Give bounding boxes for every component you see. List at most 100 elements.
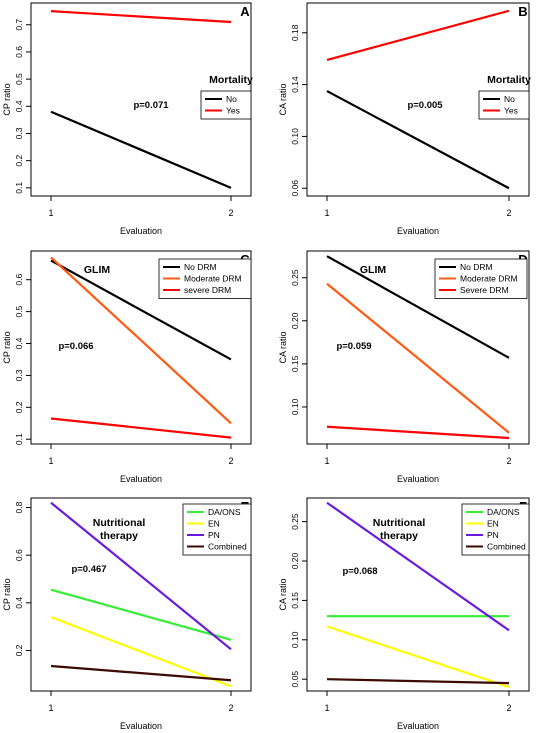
- legend-box: [478, 90, 530, 120]
- x-axis-label: Evaluation: [120, 721, 162, 731]
- x-tick-label: 2: [228, 703, 233, 713]
- legend-title: therapy: [380, 530, 418, 542]
- y-tick-label: 0.4: [14, 597, 24, 609]
- x-axis-label: Evaluation: [397, 721, 439, 731]
- p-value-annotation: p=0.071: [133, 100, 169, 111]
- series-line-no-drm: [50, 259, 232, 361]
- y-tick-label: 0.18: [290, 24, 300, 41]
- series-line-severe-drm: [50, 417, 232, 439]
- x-axis-label: Evaluation: [397, 474, 439, 484]
- y-axis-label: CA ratio: [278, 331, 288, 363]
- y-tick-label: 0.05: [290, 671, 300, 688]
- series-line-no: [326, 90, 510, 190]
- series-line-combined: [50, 664, 232, 682]
- chart-panel-c: C12Evaluation0.10.20.30.40.50.6CP ratioG…: [2, 250, 252, 484]
- chart-panel-a: A 1 2 Evaluation 0.1 0.2 0.3 0.4 0.5 0.6 0.7 CP rat…: [2, 2, 253, 236]
- legend-title: therapy: [100, 530, 138, 542]
- x-axis-label: Evaluation: [397, 226, 439, 236]
- legend-entry: Moderate DRM: [184, 274, 242, 284]
- legend-entry: Yes: [504, 106, 518, 116]
- legend-entry: Combined: [487, 542, 526, 552]
- y-axis-label: CP ratio: [2, 83, 12, 115]
- y-tick-label: 0.6: [14, 549, 24, 561]
- plot-frame: [30, 497, 252, 692]
- series-line-en: [50, 616, 232, 688]
- x-tick-label: 1: [324, 703, 329, 713]
- y-tick-label: 0.3: [14, 369, 24, 381]
- x-tick-label: 1: [48, 703, 53, 713]
- y-axis-label: CA ratio: [278, 83, 288, 115]
- series-line-moderate-drm: [326, 282, 510, 434]
- x-tick-label: 1: [324, 208, 329, 218]
- x-tick-label: 2: [228, 456, 233, 466]
- legend-entry: No DRM: [460, 262, 493, 272]
- y-tick-label: 0.06: [290, 180, 300, 197]
- chart-panel-e: E12Evaluation0.20.40.60.8CP ratioNutriti…: [2, 497, 252, 731]
- legend-entry: Severe DRM: [460, 285, 509, 295]
- x-tick-label: 2: [506, 456, 511, 466]
- legend-title: GLIM: [84, 264, 110, 276]
- legend-title: Mortality: [209, 74, 253, 86]
- y-tick-label: 0.6: [14, 46, 24, 58]
- y-tick-label: 0.25: [290, 269, 300, 286]
- y-tick-label: 0.4: [14, 337, 24, 349]
- y-tick-label: 0.15: [290, 592, 300, 609]
- y-tick-label: 0.20: [290, 312, 300, 329]
- y-tick-label: 0.5: [14, 73, 24, 85]
- legend-entry: PN: [208, 530, 220, 540]
- x-tick-label: 1: [48, 456, 53, 466]
- series-line-da-ons: [50, 588, 232, 641]
- legend-title: Nutritional: [93, 517, 146, 529]
- y-tick-label: 0.2: [14, 644, 24, 656]
- p-value-annotation: p=0.068: [342, 566, 377, 577]
- y-tick-label: 0.2: [14, 154, 24, 166]
- legend-title: Nutritional: [373, 517, 426, 529]
- p-value-annotation: p=0.059: [336, 341, 371, 352]
- y-tick-label: 0.8: [14, 501, 24, 513]
- legend-entry: Yes: [226, 106, 240, 116]
- legend-entry: severe DRM: [184, 285, 231, 295]
- legend-entry: EN: [208, 519, 220, 529]
- plot-frame: [306, 250, 530, 445]
- legend-entry: DA/ONS: [208, 507, 241, 517]
- legend-entry: Combined: [208, 542, 247, 552]
- y-tick-label: 0.2: [14, 401, 24, 413]
- series-line-pn: [326, 501, 510, 632]
- legend-entry: DA/ONS: [487, 507, 520, 517]
- series-line-severe-drm: [326, 425, 510, 440]
- y-tick-label: 0.20: [290, 552, 300, 569]
- x-axis-label: Evaluation: [120, 474, 162, 484]
- plot-frame: [30, 250, 252, 445]
- legend-entry: No DRM: [184, 262, 217, 272]
- p-value-annotation: p=0.066: [58, 341, 93, 352]
- x-axis-label: Evaluation: [120, 226, 162, 236]
- legend-entry: PN: [487, 530, 499, 540]
- y-tick-label: 0.14: [290, 76, 300, 93]
- y-tick-label: 0.6: [14, 274, 24, 286]
- y-tick-label: 0.10: [290, 128, 300, 145]
- chart-panel-b: B 1 2 Evaluation 0.06 0.10 0.14 0.18 CA ratio Mor…: [278, 2, 531, 236]
- y-tick-label: 0.7: [14, 19, 24, 31]
- y-tick-label: 0.4: [14, 100, 24, 112]
- x-tick-label: 2: [228, 208, 233, 218]
- panel-label: A: [240, 4, 250, 19]
- p-value-annotation: p=0.467: [71, 564, 106, 575]
- y-tick-label: 0.1: [14, 182, 24, 194]
- y-tick-label: 0.10: [290, 631, 300, 648]
- x-tick-label: 1: [324, 456, 329, 466]
- series-line-no-drm: [326, 255, 510, 359]
- panel-label: B: [518, 4, 527, 19]
- p-value-annotation: p=0.005: [407, 100, 443, 111]
- y-tick-label: 0.5: [14, 305, 24, 317]
- series-line-yes: [50, 10, 232, 24]
- y-axis-label: CP ratio: [2, 578, 12, 610]
- legend-title: Mortality: [487, 74, 531, 86]
- series-line-en: [326, 625, 510, 689]
- x-tick-label: 2: [506, 703, 511, 713]
- y-tick-label: 0.15: [290, 355, 300, 372]
- legend-entry: EN: [487, 519, 499, 529]
- series-line-no: [50, 110, 232, 189]
